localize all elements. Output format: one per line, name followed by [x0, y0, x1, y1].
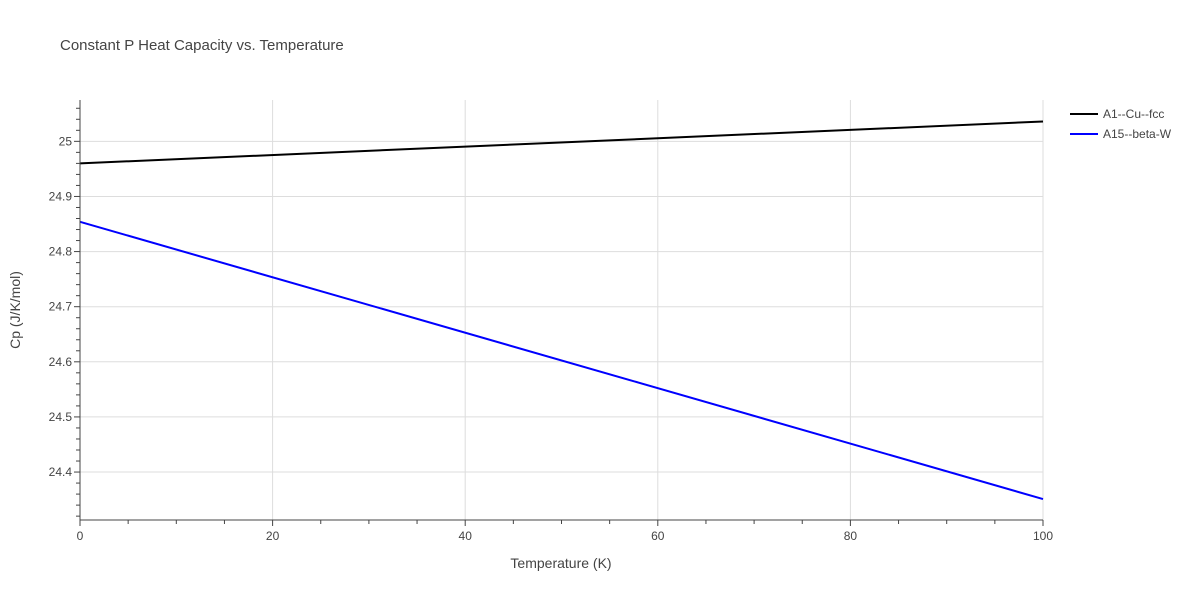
y-tick-label: 24.5 — [49, 410, 73, 424]
series-line-2 — [79, 220, 1044, 501]
series-lines — [79, 120, 1044, 501]
y-axis-title: Cp (J/K/mol) — [7, 271, 23, 349]
x-tick-label: 80 — [844, 529, 858, 543]
legend-label: A1--Cu--fcc — [1103, 107, 1164, 121]
x-axis-title: Temperature (K) — [510, 555, 611, 571]
grid-lines — [80, 100, 1044, 520]
legend-item-2[interactable]: A15--beta-W — [1070, 127, 1172, 141]
series-line-1 — [79, 120, 1044, 165]
y-tick-label: 24.7 — [49, 300, 73, 314]
y-tick-label: 24.9 — [49, 189, 73, 203]
chart-title: Constant P Heat Capacity vs. Temperature — [60, 37, 344, 54]
x-tick-label: 0 — [77, 529, 84, 543]
legend-item-1[interactable]: A1--Cu--fcc — [1070, 107, 1164, 121]
y-tick-label: 24.8 — [49, 245, 73, 259]
axes: 0 20 40 60 80 100 24.4 24.5 24.6 24.7 24.8 24.9 25 — [49, 100, 1053, 543]
legend[interactable]: A1--Cu--fcc A15--beta-W — [1070, 107, 1172, 141]
x-tick-label: 100 — [1033, 529, 1053, 543]
x-tick-label: 60 — [651, 529, 665, 543]
y-tick-label: 24.4 — [49, 465, 73, 479]
legend-label: A15--beta-W — [1103, 127, 1172, 141]
y-tick-label: 25 — [59, 134, 73, 148]
x-tick-label: 20 — [266, 529, 280, 543]
y-tick-label: 24.6 — [49, 355, 73, 369]
x-tick-label: 40 — [459, 529, 473, 543]
